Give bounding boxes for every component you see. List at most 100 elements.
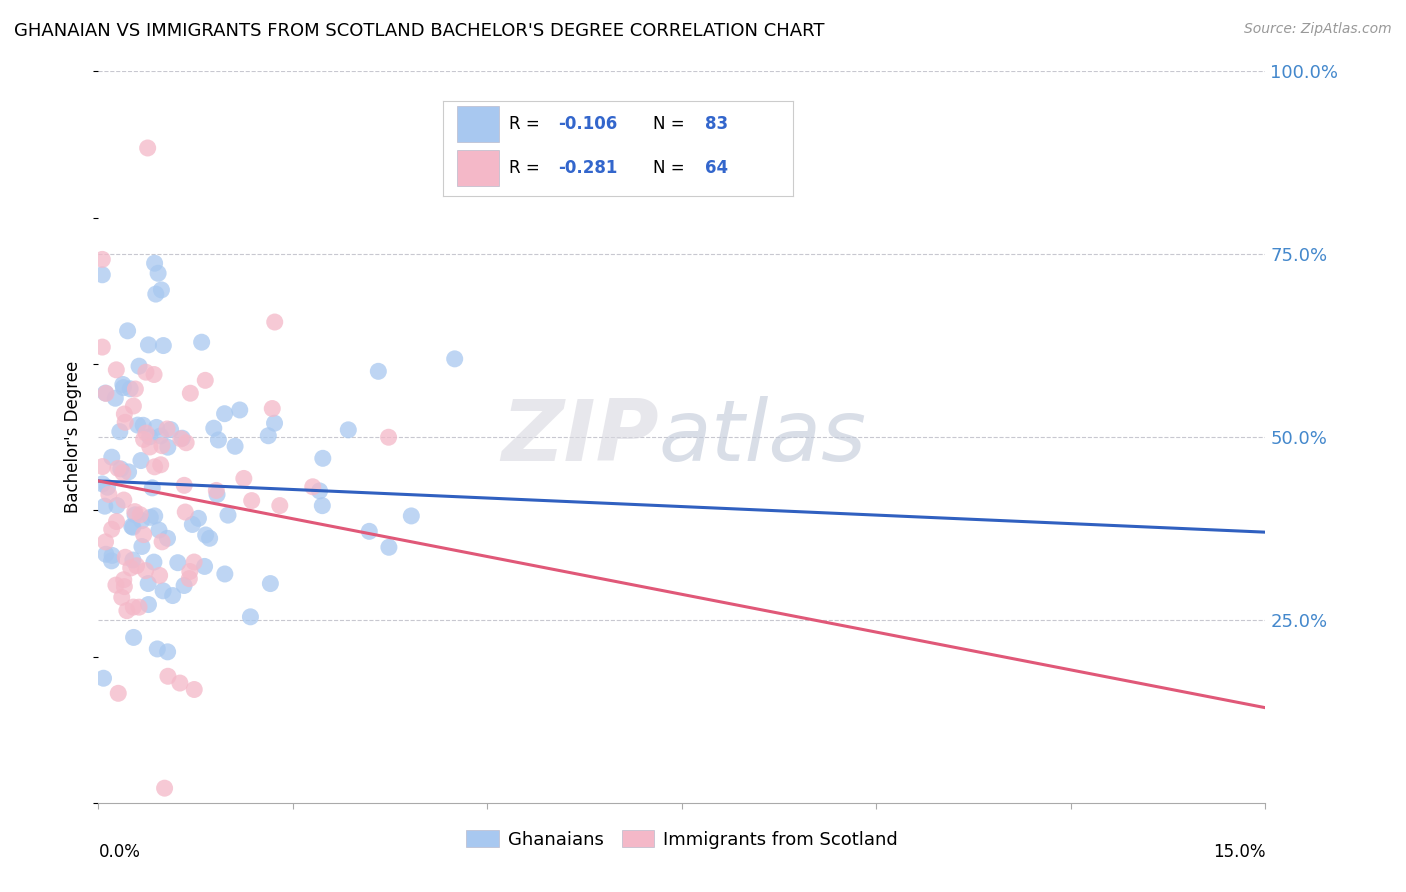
Point <box>120 382 142 396</box>
Point <box>91 459 114 474</box>
Point <box>93 671 115 685</box>
Point <box>136 576 159 591</box>
Point <box>141 481 163 495</box>
Point <box>198 531 221 545</box>
Point <box>143 256 166 270</box>
Point <box>187 511 209 525</box>
Point <box>240 493 263 508</box>
Point <box>143 508 166 523</box>
Point <box>183 682 205 697</box>
Point <box>401 508 423 523</box>
Point <box>150 439 173 453</box>
Point <box>114 550 136 565</box>
Point <box>94 386 117 401</box>
Point <box>121 519 143 533</box>
Point <box>107 461 129 475</box>
Point <box>156 422 179 436</box>
Point <box>156 440 179 454</box>
Point <box>135 426 157 441</box>
Point <box>162 589 184 603</box>
Point <box>131 540 153 554</box>
Legend: Ghanaians, Immigrants from Scotland: Ghanaians, Immigrants from Scotland <box>458 823 905 856</box>
Point <box>143 459 166 474</box>
Point <box>301 480 323 494</box>
Point <box>146 266 169 280</box>
Point <box>214 407 236 421</box>
Point <box>174 505 197 519</box>
Point <box>259 576 281 591</box>
Point <box>152 338 174 352</box>
Point <box>101 549 124 563</box>
Point <box>205 487 228 501</box>
Point <box>179 386 201 401</box>
Point <box>145 287 167 301</box>
Point <box>257 429 280 443</box>
Point <box>149 429 172 443</box>
Point <box>114 415 136 429</box>
Point <box>145 420 167 434</box>
Point <box>156 531 179 545</box>
Point <box>153 781 176 796</box>
Point <box>104 578 127 592</box>
Point <box>150 534 173 549</box>
Point <box>269 499 291 513</box>
Text: GHANAIAN VS IMMIGRANTS FROM SCOTLAND BACHELOR'S DEGREE CORRELATION CHART: GHANAIAN VS IMMIGRANTS FROM SCOTLAND BAC… <box>14 22 824 40</box>
Point <box>135 365 157 379</box>
Point <box>125 558 148 573</box>
Point <box>232 471 254 485</box>
Point <box>148 523 170 537</box>
Point <box>149 458 172 472</box>
Point <box>112 381 135 395</box>
Point <box>207 433 229 447</box>
Point <box>156 645 179 659</box>
Point <box>139 510 162 524</box>
Point <box>194 528 217 542</box>
Point <box>179 565 201 579</box>
Text: Source: ZipAtlas.com: Source: ZipAtlas.com <box>1244 22 1392 37</box>
Point <box>159 423 181 437</box>
Point <box>172 431 194 445</box>
Text: ZIP: ZIP <box>501 395 658 479</box>
Point <box>239 610 262 624</box>
Point <box>132 418 155 433</box>
Point <box>112 493 135 508</box>
Point <box>152 583 174 598</box>
Point <box>100 522 122 536</box>
Point <box>129 508 152 522</box>
Point <box>111 466 134 480</box>
Point <box>224 439 246 453</box>
Point <box>124 508 146 522</box>
Point <box>169 676 191 690</box>
Point <box>205 483 228 498</box>
Point <box>263 315 285 329</box>
Point <box>105 515 128 529</box>
Point <box>112 407 135 421</box>
Point <box>94 499 117 513</box>
Point <box>193 559 215 574</box>
Point <box>138 430 160 444</box>
Point <box>104 391 127 405</box>
Point <box>124 382 146 396</box>
Point <box>367 364 389 378</box>
Text: atlas: atlas <box>658 395 866 479</box>
Point <box>143 368 166 382</box>
Point <box>190 335 212 350</box>
Point <box>120 561 142 575</box>
Point <box>94 534 117 549</box>
Point <box>108 425 131 439</box>
Point <box>91 340 114 354</box>
Point <box>263 416 285 430</box>
Point <box>132 527 155 541</box>
Point <box>138 338 160 352</box>
Point <box>91 476 114 491</box>
Point <box>117 324 139 338</box>
Point <box>378 541 401 555</box>
Point <box>149 568 172 582</box>
Point <box>124 505 146 519</box>
Point <box>311 499 333 513</box>
Point <box>183 555 205 569</box>
Point <box>139 440 162 454</box>
Point <box>194 373 217 387</box>
Point <box>150 283 173 297</box>
Point <box>202 421 225 435</box>
